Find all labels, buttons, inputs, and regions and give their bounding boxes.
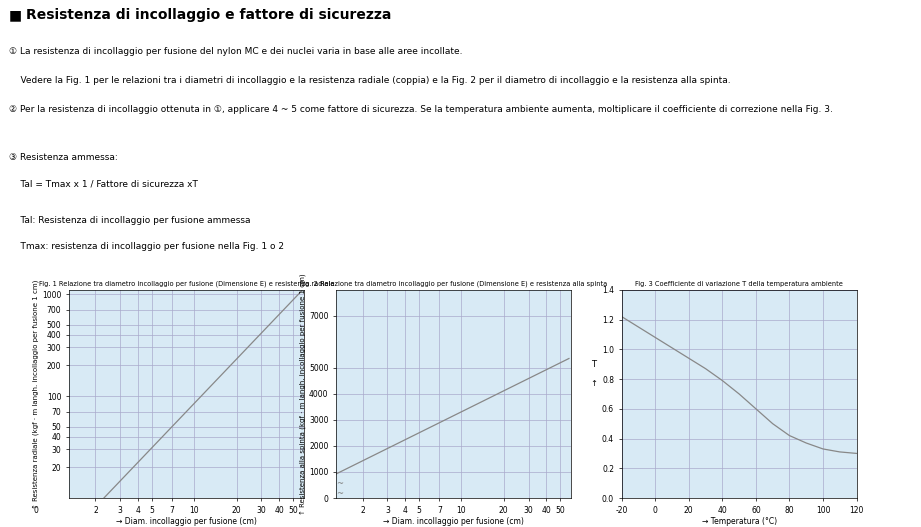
Text: ↑: ↑ (590, 379, 597, 388)
Text: T: T (591, 360, 596, 369)
Title: Fig. 2 Relazione tra diametro incollaggio per fusione (Dimensione E) e resistenz: Fig. 2 Relazione tra diametro incollaggi… (300, 281, 607, 287)
Title: Fig. 1 Relazione tra diametro incollaggio per fusione (Dimensione E) e resistenz: Fig. 1 Relazione tra diametro incollaggi… (39, 281, 334, 287)
X-axis label: → Temperatura (°C): → Temperatura (°C) (702, 518, 776, 526)
Text: ③ Resistenza ammessa:: ③ Resistenza ammessa: (9, 153, 118, 162)
Text: Tmax: resistenza di incollaggio per fusione nella Fig. 1 o 2: Tmax: resistenza di incollaggio per fusi… (9, 242, 285, 251)
X-axis label: → Diam. incollaggio per fusione (cm): → Diam. incollaggio per fusione (cm) (116, 518, 257, 526)
Title: Fig. 3 Coefficiente di variazione T della temperatura ambiente: Fig. 3 Coefficiente di variazione T dell… (635, 281, 843, 287)
Y-axis label: ↑ Resistenza radiale (kgf · m langh. incollaggio per fusione 1 cm): ↑ Resistenza radiale (kgf · m langh. inc… (32, 279, 40, 509)
Text: ① La resistenza di incollaggio per fusione del nylon MC e dei nuclei varia in ba: ① La resistenza di incollaggio per fusio… (9, 47, 462, 56)
X-axis label: → Diam. incollaggio per fusione (cm): → Diam. incollaggio per fusione (cm) (383, 518, 524, 526)
Y-axis label: ↑ Resistenza alla spinta (kgf · m langh. incollaggio per fusione 1 cm): ↑ Resistenza alla spinta (kgf · m langh.… (299, 273, 307, 515)
Text: Resistenza di incollaggio e fattore di sicurezza: Resistenza di incollaggio e fattore di s… (26, 8, 391, 22)
Text: ~
~: ~ ~ (336, 479, 344, 498)
Text: ■: ■ (9, 8, 22, 22)
Text: Vedere la Fig. 1 per le relazioni tra i diametri di incollaggio e la resistenza : Vedere la Fig. 1 per le relazioni tra i … (9, 76, 731, 85)
Text: Tal: Resistenza di incollaggio per fusione ammessa: Tal: Resistenza di incollaggio per fusio… (9, 216, 251, 225)
Text: 0: 0 (34, 506, 39, 515)
Text: ② Per la resistenza di incollaggio ottenuta in ①, applicare 4 ~ 5 come fattore d: ② Per la resistenza di incollaggio otten… (9, 105, 834, 114)
Text: Tal = Tmax x 1 / Fattore di sicurezza xT: Tal = Tmax x 1 / Fattore di sicurezza xT (9, 179, 198, 188)
